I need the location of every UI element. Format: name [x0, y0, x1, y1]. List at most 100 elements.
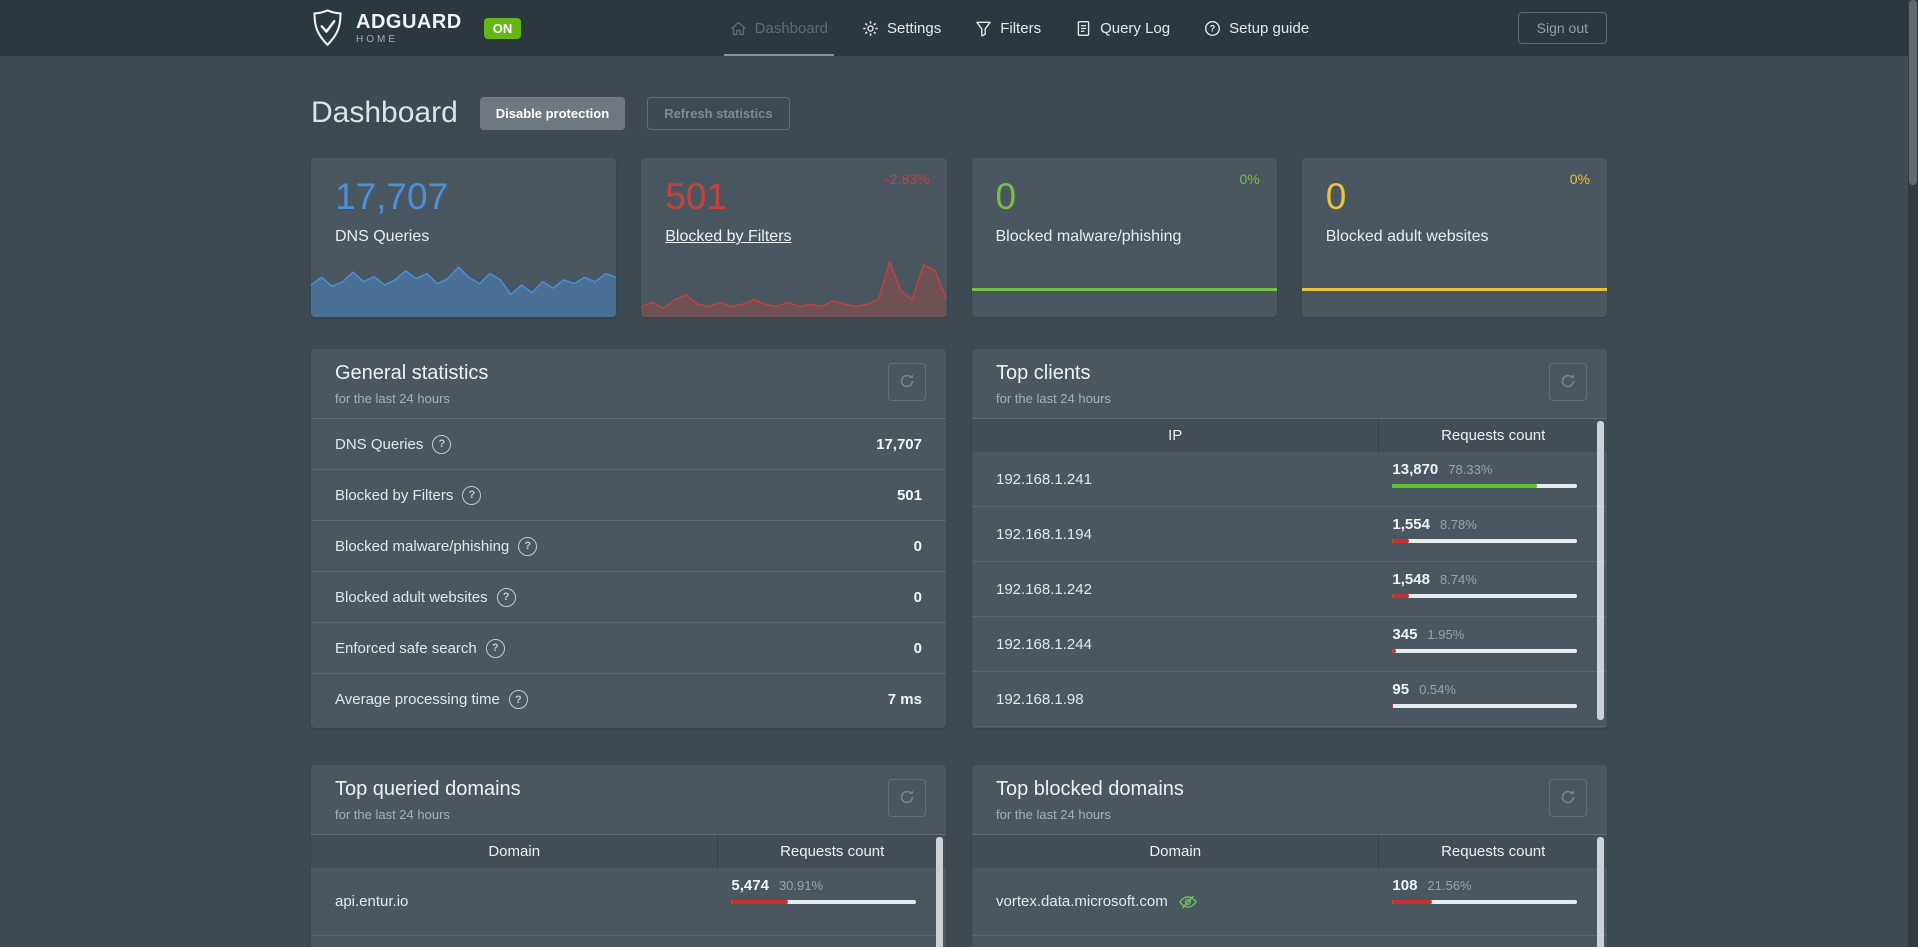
progress-bar — [731, 900, 916, 904]
dns-queries-label: DNS Queries — [335, 228, 430, 245]
request-percent: 30.91% — [778, 878, 824, 893]
top-clients-title: Top clients — [996, 362, 1091, 384]
stat-value: 0 — [913, 588, 922, 606]
top-blocked-domains-panel: Top blocked domains for the last 24 hour… — [972, 765, 1607, 947]
stat-row: Blocked malware/phishing? 0 — [311, 521, 946, 572]
help-icon[interactable]: ? — [485, 638, 505, 658]
adguard-logo: ADGUARD HOME ON — [311, 0, 522, 56]
sign-out-button[interactable]: Sign out — [1517, 12, 1607, 44]
blocked-adult-label: Blocked adult websites — [1325, 228, 1489, 245]
home-icon — [730, 20, 747, 37]
client-ip: 192.168.1.242 — [996, 580, 1092, 598]
stat-label: Blocked malware/phishing — [335, 537, 510, 555]
nav-label: Dashboard — [754, 19, 829, 37]
client-row[interactable]: 192.168.1.98 95 0.54% — [972, 672, 1607, 727]
blocked-malware-flatline — [971, 288, 1277, 291]
refresh-icon — [1560, 373, 1576, 392]
nav-item-setup-guide[interactable]: ? Setup guide — [1204, 0, 1309, 56]
request-count: 5,474 — [731, 877, 769, 894]
document-icon — [1075, 20, 1092, 37]
brand-name: ADGUARD — [356, 10, 462, 33]
eye-off-icon[interactable] — [1178, 892, 1198, 912]
panel-scrollbar[interactable] — [936, 837, 943, 947]
card-blocked-by-filters: -2.83% 501 Blocked by Filters — [641, 158, 947, 317]
page-scrollbar-thumb[interactable] — [1909, 0, 1917, 185]
refresh-button[interactable] — [1549, 779, 1587, 817]
blocked-filters-trend: -2.83% — [885, 171, 930, 187]
nav-item-settings[interactable]: Settings — [862, 0, 941, 56]
stat-row: Average processing time? 7 ms — [311, 674, 946, 725]
stat-cards: 17,707 DNS Queries -2.83% 501 Blocked by… — [311, 158, 1607, 317]
column-header-domain: Domain — [1149, 843, 1202, 860]
domain-name: api.entur.io — [335, 893, 409, 910]
blocked-malware-label: Blocked malware/phishing — [995, 228, 1182, 245]
panel-scrollbar[interactable] — [1597, 837, 1604, 947]
blocked-filters-link[interactable]: Blocked by Filters — [665, 228, 792, 245]
blocked-adult-trend: 0% — [1569, 171, 1590, 187]
progress-bar — [1392, 900, 1577, 904]
navbar: ADGUARD HOME ON Dashboard Settings — [0, 0, 1918, 56]
nav-label: Setup guide — [1229, 19, 1310, 37]
client-row[interactable]: 192.168.1.194 1,554 8.78% — [972, 507, 1607, 562]
refresh-icon — [1560, 789, 1576, 808]
client-row[interactable]: 192.168.1.242 1,548 8.74% — [972, 562, 1607, 617]
main-nav: Dashboard Settings Filters Query Log — [723, 0, 1309, 56]
general-statistics-title: General statistics — [335, 362, 489, 384]
nav-item-dashboard[interactable]: Dashboard — [723, 0, 835, 56]
progress-bar — [1392, 594, 1577, 598]
svg-text:?: ? — [1210, 23, 1216, 33]
request-percent: 1.95% — [1427, 627, 1465, 642]
brand-sub: HOME — [356, 33, 398, 45]
refresh-button[interactable] — [888, 363, 926, 401]
help-icon[interactable]: ? — [508, 690, 528, 709]
panel-scrollbar[interactable] — [1597, 421, 1604, 720]
protection-status-badge: ON — [483, 17, 522, 39]
stat-label: Blocked by Filters — [335, 486, 454, 504]
help-icon[interactable]: ? — [432, 434, 452, 454]
refresh-statistics-button[interactable]: Refresh statistics — [647, 96, 790, 130]
stat-value: 17,707 — [876, 435, 922, 453]
domain-row[interactable]: api.entur.io 5,474 30.91% — [311, 868, 946, 936]
gear-icon — [862, 20, 879, 37]
help-icon[interactable]: ? — [462, 485, 482, 505]
request-percent: 21.56% — [1427, 878, 1472, 893]
top-queried-subtitle: for the last 24 hours — [335, 807, 450, 822]
question-circle-icon: ? — [1204, 20, 1221, 37]
refresh-icon — [899, 373, 915, 392]
blocked-malware-value: 0 — [995, 176, 1017, 217]
column-header-ip: IP — [1168, 427, 1183, 444]
domain-row[interactable]: vortex.data.microsoft.com 108 21.56% — [972, 868, 1607, 936]
progress-bar — [1392, 704, 1577, 708]
card-dns-queries: 17,707 DNS Queries — [311, 158, 617, 317]
request-count: 1,554 — [1392, 516, 1430, 533]
request-percent: 78.33% — [1448, 462, 1493, 477]
column-header-requests: Requests count — [717, 835, 946, 868]
client-row[interactable]: 192.168.1.244 345 1.95% — [972, 617, 1607, 672]
nav-item-filters[interactable]: Filters — [975, 0, 1041, 56]
top-queried-domains-panel: Top queried domains for the last 24 hour… — [311, 765, 946, 947]
request-count: 13,870 — [1392, 461, 1439, 478]
stat-row: DNS Queries? 17,707 — [311, 419, 946, 470]
progress-bar — [1392, 649, 1577, 653]
help-icon[interactable]: ? — [518, 536, 538, 556]
client-ip: 192.168.1.98 — [996, 690, 1084, 708]
refresh-button[interactable] — [888, 779, 926, 817]
disable-protection-button[interactable]: Disable protection — [479, 96, 626, 130]
help-icon[interactable]: ? — [496, 587, 516, 607]
client-ip: 192.168.1.194 — [996, 525, 1092, 543]
table-header: IP Requests count — [972, 419, 1607, 452]
progress-bar — [1392, 539, 1577, 543]
request-count: 1,548 — [1392, 571, 1430, 588]
dns-queries-sparkline — [311, 253, 617, 317]
refresh-button[interactable] — [1549, 363, 1587, 401]
page-scrollbar[interactable] — [1908, 0, 1918, 947]
column-header-requests: Requests count — [1378, 419, 1607, 452]
table-header: Domain Requests count — [311, 835, 946, 868]
domain-name: vortex.data.microsoft.com — [996, 893, 1168, 910]
client-row[interactable]: 192.168.1.241 13,870 78.33% — [972, 452, 1607, 507]
request-percent: 8.78% — [1439, 517, 1477, 532]
request-percent: 8.74% — [1439, 572, 1477, 587]
nav-label: Settings — [887, 19, 942, 37]
nav-item-query-log[interactable]: Query Log — [1075, 0, 1170, 56]
request-percent: 0.54% — [1419, 682, 1456, 697]
